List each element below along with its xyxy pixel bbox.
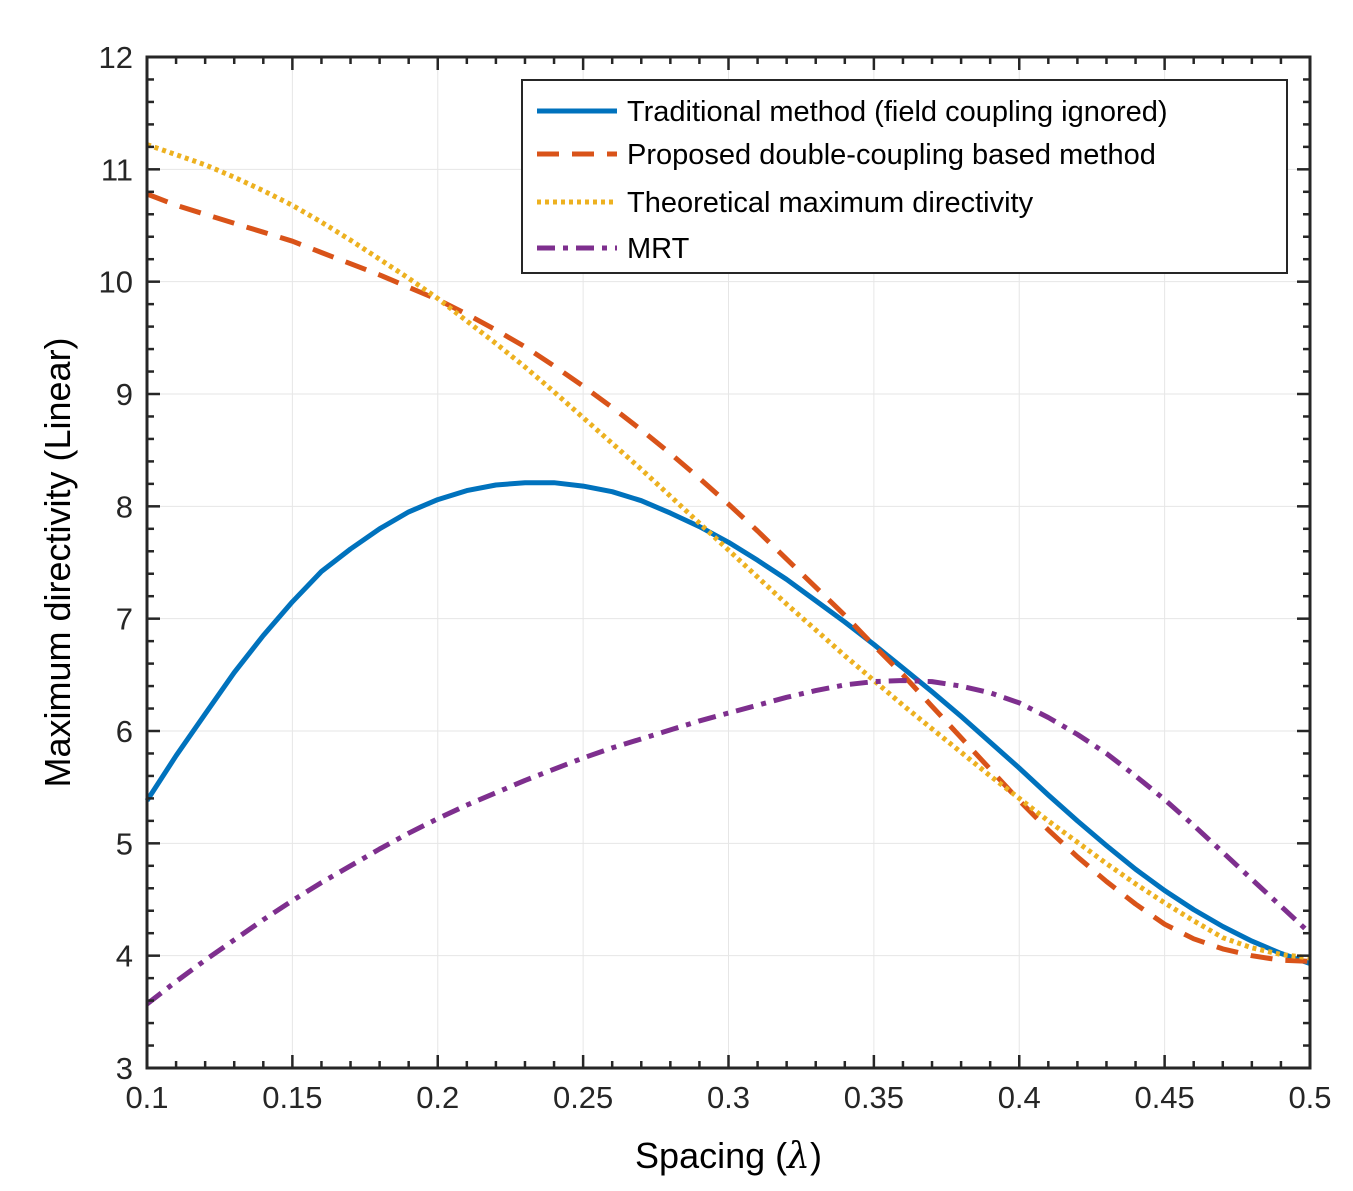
x-tick-label: 0.15 [262, 1080, 322, 1115]
legend-label-3: Theoretical maximum directivity [627, 187, 1034, 219]
tick-marks [145, 55, 1312, 1070]
y-tick-label: 8 [116, 489, 133, 524]
y-tick-label: 12 [99, 40, 133, 75]
legend-label-2: Proposed double-coupling based method [627, 139, 1156, 171]
series-line-2 [146, 191, 1311, 964]
series-line-3 [146, 142, 1311, 961]
legend-box [521, 79, 1288, 274]
x-tick-label: 0.1 [125, 1080, 168, 1115]
x-tick-label: 0.5 [1288, 1080, 1331, 1115]
y-tick-label: 7 [116, 602, 133, 637]
legend: Traditional method (field coupling ignor… [521, 79, 1288, 274]
legend-label-1: Traditional method (field coupling ignor… [627, 96, 1168, 128]
x-tick-label: 0.45 [1134, 1080, 1194, 1115]
y-tick-label: 9 [116, 377, 133, 412]
y-axis-title: Maximum directivity (Linear) [37, 337, 78, 787]
series-lines [144, 142, 1312, 1006]
legend-label-4: MRT [627, 233, 690, 265]
y-tick-label: 10 [99, 265, 133, 300]
y-tick-labels: 3 4 5 6 7 8 9 10 11 12 [99, 40, 133, 1086]
y-tick-label: 5 [116, 826, 133, 861]
x-tick-label: 0.3 [707, 1080, 750, 1115]
x-tick-label: 0.2 [416, 1080, 459, 1115]
x-tick-label: 0.35 [844, 1080, 904, 1115]
x-axis-title: Spacing (λ) [635, 1135, 822, 1177]
x-tick-labels: 0.1 0.15 0.2 0.25 0.3 0.35 0.4 0.45 0.5 [125, 1080, 1331, 1115]
y-tick-label: 11 [101, 152, 133, 187]
series-line-4 [145, 678, 1312, 1006]
x-tick-label: 0.4 [998, 1080, 1041, 1115]
y-tick-label: 6 [116, 714, 133, 749]
x-tick-label: 0.25 [553, 1080, 613, 1115]
y-tick-label: 3 [116, 1051, 133, 1086]
series-line-1 [144, 480, 1311, 966]
y-tick-label: 4 [116, 939, 133, 974]
